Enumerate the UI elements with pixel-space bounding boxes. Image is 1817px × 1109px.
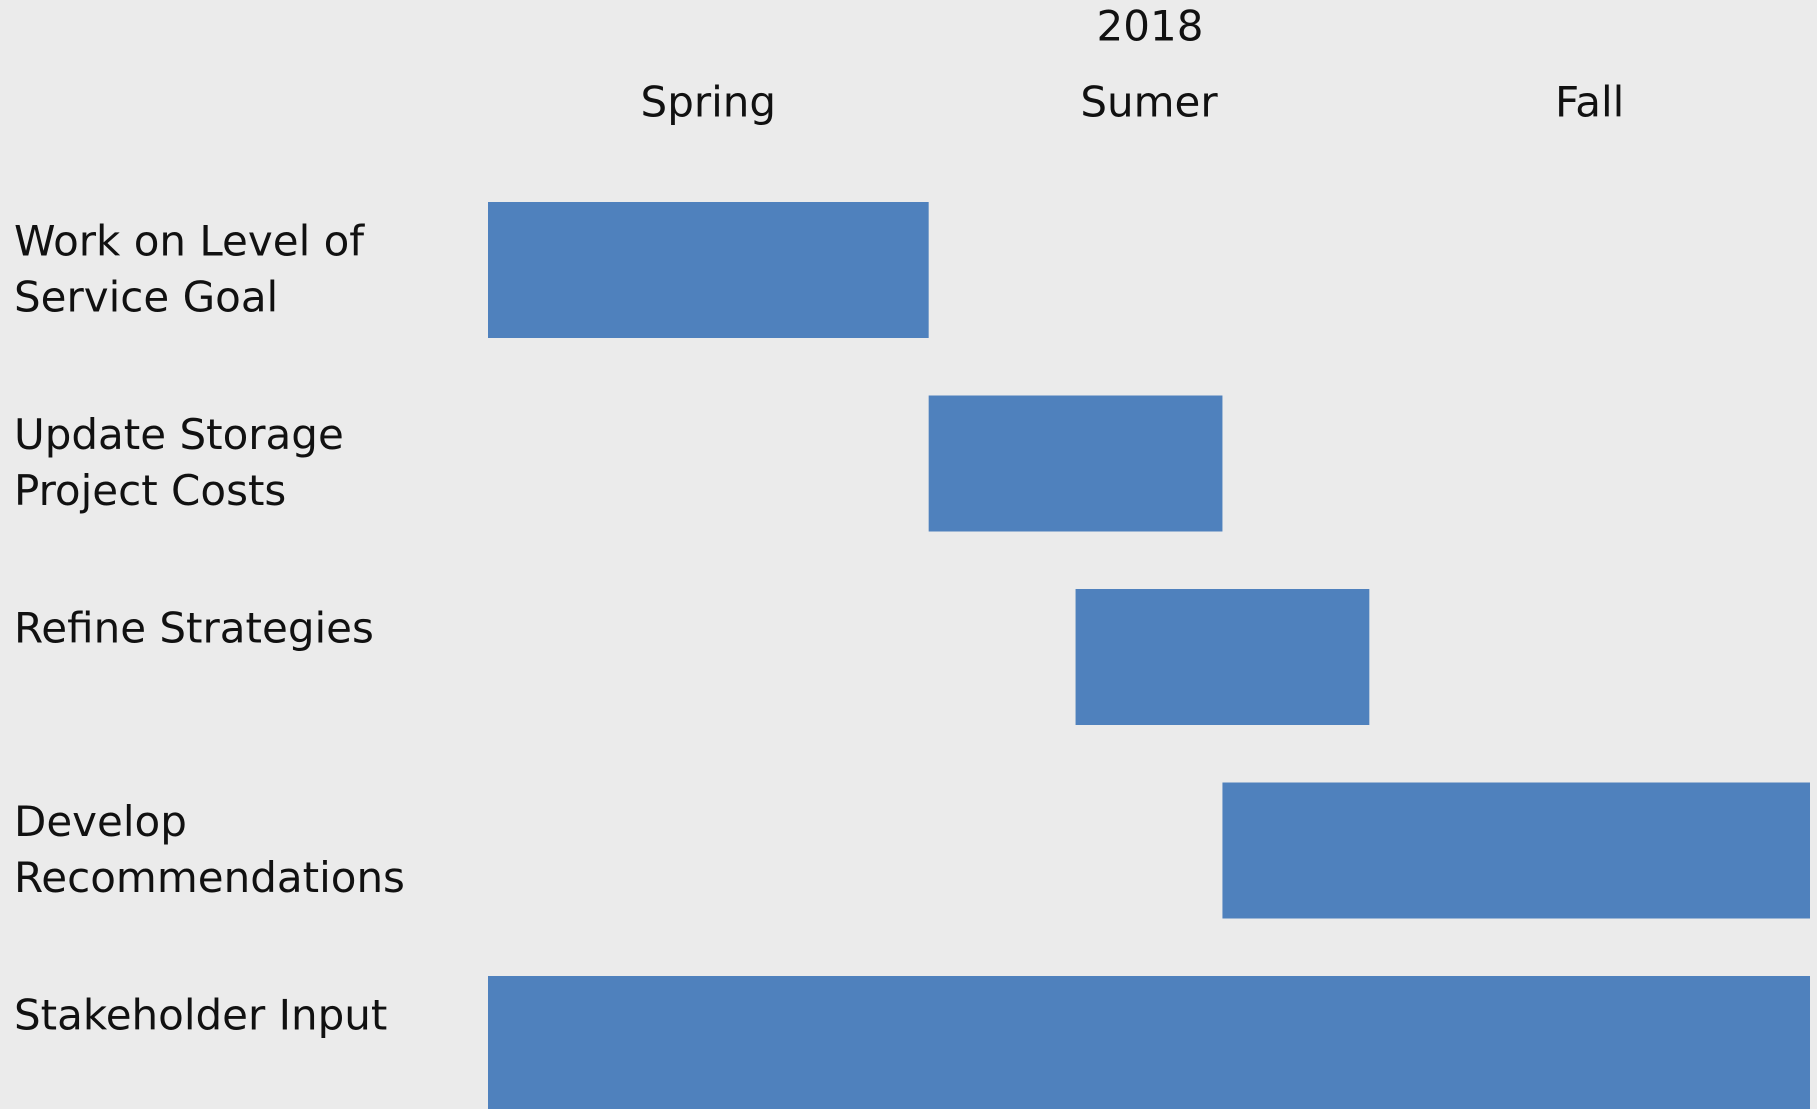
task-label: Service Goal [14,273,278,322]
task-label: Refine Strategies [14,604,374,653]
task-bar [1075,589,1370,725]
period-label: Fall [1555,78,1624,127]
period-label: Spring [641,78,777,127]
period-label: Sumer [1080,78,1218,127]
task-label: Project Costs [14,466,286,515]
task-label: Update Storage [14,410,344,459]
task-label: Recommendations [14,853,405,902]
task-label: Develop [14,797,187,846]
task-label: Work on Level of [14,217,365,266]
task-bar [488,202,929,338]
task-bar [928,395,1223,532]
task-bar [1222,782,1810,919]
task-label: Stakeholder Input [14,991,387,1040]
task-bar [488,976,1810,1109]
chart-title: 2018 [1097,2,1204,51]
